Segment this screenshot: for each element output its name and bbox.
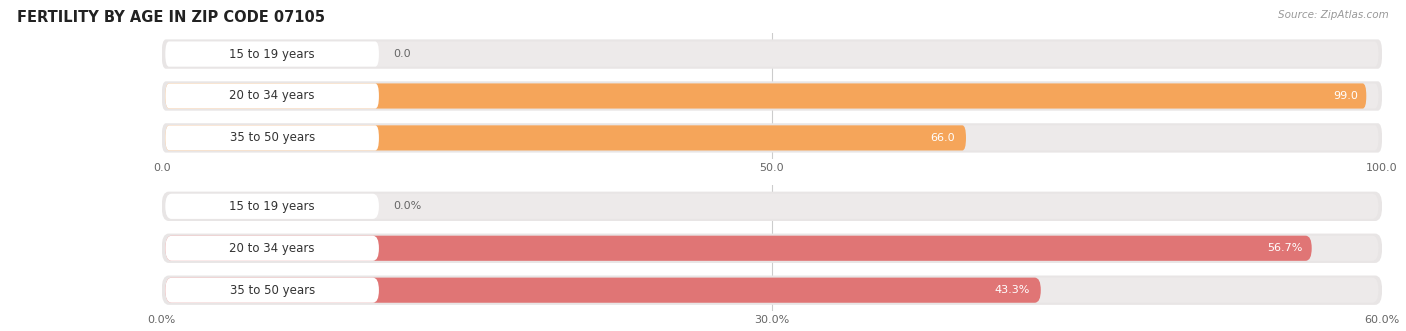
- FancyBboxPatch shape: [166, 194, 380, 219]
- FancyBboxPatch shape: [162, 275, 1382, 305]
- FancyBboxPatch shape: [166, 83, 380, 109]
- FancyBboxPatch shape: [162, 234, 1382, 263]
- FancyBboxPatch shape: [166, 236, 1312, 261]
- FancyBboxPatch shape: [162, 81, 1382, 111]
- FancyBboxPatch shape: [166, 278, 380, 303]
- FancyBboxPatch shape: [166, 83, 1367, 109]
- FancyBboxPatch shape: [166, 125, 966, 151]
- Text: 20 to 34 years: 20 to 34 years: [229, 89, 315, 103]
- FancyBboxPatch shape: [166, 278, 1040, 303]
- FancyBboxPatch shape: [166, 125, 380, 151]
- Text: 56.7%: 56.7%: [1267, 243, 1303, 253]
- Text: FERTILITY BY AGE IN ZIP CODE 07105: FERTILITY BY AGE IN ZIP CODE 07105: [17, 10, 325, 25]
- Text: 35 to 50 years: 35 to 50 years: [229, 284, 315, 297]
- Text: 66.0: 66.0: [931, 133, 955, 143]
- Text: 99.0: 99.0: [1333, 91, 1358, 101]
- Text: 35 to 50 years: 35 to 50 years: [229, 131, 315, 144]
- Text: 20 to 34 years: 20 to 34 years: [229, 242, 315, 255]
- FancyBboxPatch shape: [166, 236, 380, 261]
- FancyBboxPatch shape: [166, 278, 1378, 303]
- FancyBboxPatch shape: [162, 123, 1382, 153]
- Text: 43.3%: 43.3%: [995, 285, 1031, 295]
- FancyBboxPatch shape: [166, 41, 380, 67]
- FancyBboxPatch shape: [166, 125, 1378, 151]
- FancyBboxPatch shape: [162, 39, 1382, 69]
- FancyBboxPatch shape: [162, 192, 1382, 221]
- Text: 15 to 19 years: 15 to 19 years: [229, 48, 315, 61]
- FancyBboxPatch shape: [166, 194, 1378, 219]
- Text: 15 to 19 years: 15 to 19 years: [229, 200, 315, 213]
- FancyBboxPatch shape: [166, 236, 1378, 261]
- FancyBboxPatch shape: [166, 83, 1378, 109]
- Text: Source: ZipAtlas.com: Source: ZipAtlas.com: [1278, 10, 1389, 20]
- Text: 0.0%: 0.0%: [394, 201, 422, 211]
- Text: 0.0: 0.0: [394, 49, 411, 59]
- FancyBboxPatch shape: [166, 41, 1378, 67]
